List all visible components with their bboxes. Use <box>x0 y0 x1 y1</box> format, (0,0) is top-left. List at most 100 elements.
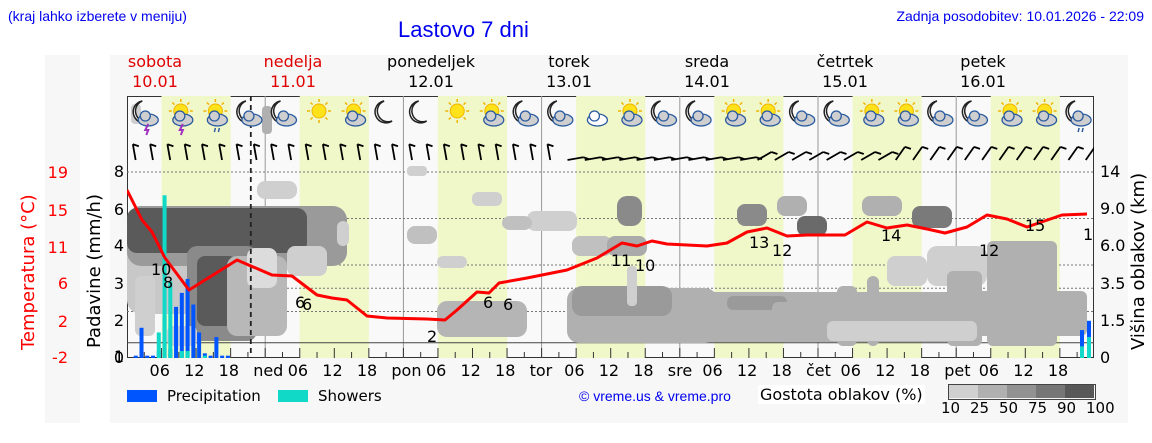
wind-barb-icon <box>981 146 993 161</box>
moon-cloud-icon <box>685 100 712 127</box>
svg-text:6: 6 <box>302 295 312 314</box>
cloud-density-cell <box>1065 385 1094 398</box>
showers-legend-label: Showers <box>318 387 382 405</box>
moon-cloud-icon <box>270 100 298 127</box>
wind-barb-icon <box>339 144 344 161</box>
tick-label: 4 <box>113 236 124 255</box>
wind-barb-icon <box>304 144 310 161</box>
wind-barb-icon <box>912 146 923 161</box>
day-name: ponedeljek <box>387 52 475 71</box>
day-label-3: torek 13.01 <box>504 52 634 92</box>
wind-barb-icon <box>1085 146 1094 161</box>
svg-text:11: 11 <box>611 251 631 270</box>
tick-label: 8 <box>113 162 124 181</box>
wind-barb-icon <box>653 156 670 161</box>
wind-barb-icon <box>373 144 379 161</box>
tick-label: 6.0 <box>1100 236 1126 255</box>
tick-label: 1 <box>113 347 124 366</box>
day-date: 14.01 <box>684 72 730 91</box>
moon-cloud-icon <box>788 100 816 127</box>
tick-label: 0 <box>1100 348 1111 367</box>
svg-text:2: 2 <box>427 327 437 346</box>
x-tick-label: 12 <box>736 361 758 380</box>
x-tick-label: 06 <box>702 361 723 380</box>
day-date: 15.01 <box>822 72 868 91</box>
cloud-layer <box>127 104 1087 346</box>
sun-icon <box>445 99 470 123</box>
menu-hint: (kraj lahko izberete v meniju) <box>8 8 187 24</box>
wind-barb-icon <box>688 156 705 161</box>
temperature-axis-panel <box>45 55 80 423</box>
sun-cloud-thunder-icon <box>168 99 194 136</box>
wind-barb-icon <box>998 146 1010 161</box>
x-tick-label: 18 <box>495 361 516 380</box>
precipitation-axis-title: Padavine (mm/h) <box>84 194 105 348</box>
wind-barb-icon <box>425 144 431 161</box>
wind-barb-icon <box>757 151 772 161</box>
tick-label: 11 <box>47 238 68 257</box>
moon-cloud-rain-icon <box>1065 100 1092 133</box>
tick-label: 14 <box>1100 162 1121 181</box>
tick-label: 0 <box>113 348 124 367</box>
wind-barb-icon <box>860 151 876 161</box>
x-tick-label: 12 <box>184 361 205 380</box>
x-tick-label: 18 <box>1047 361 1069 380</box>
wind-barb-icon <box>671 156 688 161</box>
wind-barb-icon <box>512 144 517 161</box>
svg-text:10: 10 <box>151 260 171 279</box>
forecast-plot-svg: 108662661110131214121514 <box>127 96 1094 358</box>
wind-barb-icon <box>1033 146 1044 161</box>
day-name: torek <box>548 52 590 71</box>
moon-cloud-icon <box>547 100 574 127</box>
svg-text:14: 14 <box>881 226 901 245</box>
day-date: 11.01 <box>270 72 316 91</box>
wind-barb-icon <box>270 144 275 161</box>
tick-label: -2 <box>52 348 68 367</box>
copyright-link[interactable]: © vreme.us & vreme.pro <box>579 388 731 404</box>
sun-cloud-rain-icon <box>203 99 229 133</box>
cloud-density-cell <box>949 385 978 398</box>
cloud-density-tick: 25 <box>970 399 990 417</box>
x-tick-label: 18 <box>356 361 378 380</box>
svg-text:14: 14 <box>1083 225 1094 244</box>
wind-barb-icon <box>826 151 841 161</box>
sun-cloud-icon <box>998 99 1023 127</box>
sun-cloud-icon <box>894 99 920 127</box>
wind-barb-icon <box>1067 146 1079 161</box>
moon-cloud-icon <box>961 100 989 127</box>
x-tick-label: 06 <box>978 361 1000 380</box>
cloud-height-axis-title: Višina oblakov (km) <box>1128 172 1149 350</box>
sun-cloud-icon <box>1032 99 1058 127</box>
wind-barb-icon <box>636 156 653 161</box>
wind-barb-icon <box>946 146 958 161</box>
cloud-density-frame <box>948 384 1096 400</box>
wind-barb-icon <box>619 156 636 161</box>
svg-text:6: 6 <box>295 293 305 312</box>
svg-text:6: 6 <box>503 295 513 314</box>
svg-text:8: 8 <box>163 273 173 292</box>
x-tick-label: 12 <box>598 361 620 380</box>
x-tick-label: 18 <box>218 361 239 380</box>
cloud-density-tick: 90 <box>1057 399 1077 417</box>
wind-barb-icon <box>201 144 206 161</box>
tick-label: 9.0 <box>1100 199 1126 218</box>
wind-barb-icon <box>321 144 327 161</box>
wind-barb-icon <box>774 151 790 161</box>
sun-icon <box>307 99 332 123</box>
precipitation-legend-label: Precipitation <box>167 387 261 405</box>
wind-barb-icon <box>460 144 465 161</box>
day-date: 13.01 <box>546 72 592 91</box>
sun-cloud-icon <box>756 99 781 127</box>
wind-barb-icon <box>843 151 859 161</box>
svg-text:6: 6 <box>483 293 493 312</box>
tick-label: 2 <box>113 311 124 330</box>
x-tick-label: 12 <box>322 361 343 380</box>
wind-barb-icon <box>584 156 601 161</box>
wind-barbs <box>131 143 1094 161</box>
wind-barb-icon <box>529 144 534 161</box>
page-title: Lastovo 7 dni <box>398 17 529 42</box>
x-tick-label: pon <box>391 361 422 380</box>
sun-cloud-icon <box>617 99 643 127</box>
svg-text:13: 13 <box>749 233 769 252</box>
wind-barb-icon <box>808 151 824 161</box>
